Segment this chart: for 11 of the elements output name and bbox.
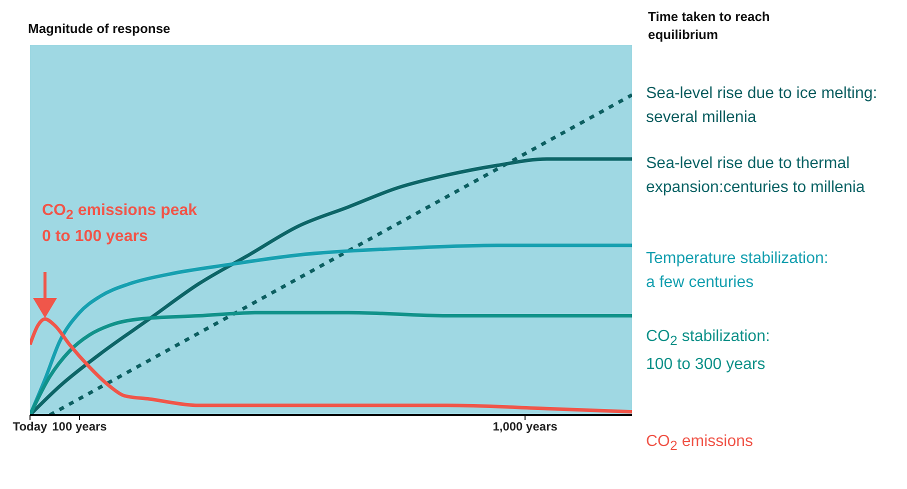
series-label: Sea-level rise due to ice melting: several millenia — [646, 84, 878, 128]
series-label: CO$_{2}$ stabilization: 100 to 300 years — [646, 326, 771, 376]
x-tick-label: 100 years — [52, 420, 108, 434]
x-tick-label: Today — [12, 420, 48, 434]
annotation: CO$_{2}$ emissions peak 0 to 100 years — [42, 201, 198, 248]
legend-title: Time taken to reach equilibrium — [648, 8, 770, 44]
series-label: CO$_{2}$ emissions — [646, 432, 754, 456]
y-axis-title: Magnitude of response — [28, 21, 170, 36]
x-tick-label: 1,000 years — [492, 420, 558, 434]
series-label: Sea-level rise due to thermal expansion:centuries to millenia — [646, 154, 866, 198]
series-label: Temperature stabilization: a few centuries — [646, 249, 830, 294]
